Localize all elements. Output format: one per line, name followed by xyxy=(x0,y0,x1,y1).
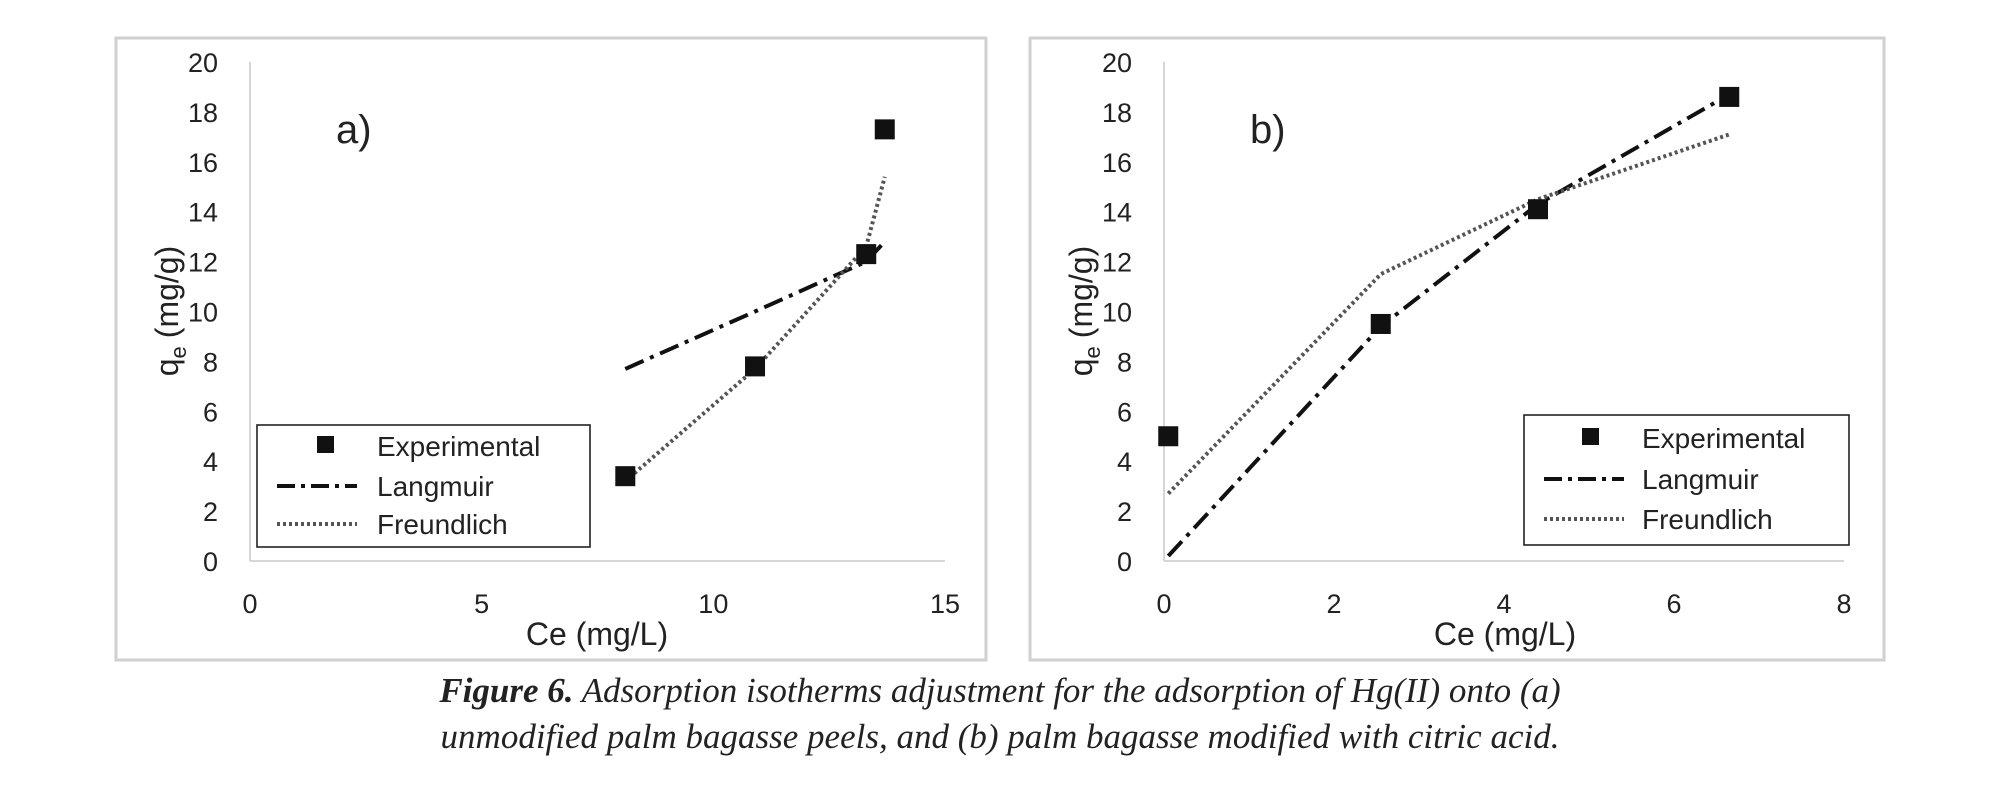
y-tick-label: 6 xyxy=(203,397,218,427)
y-tick-label: 14 xyxy=(188,198,218,228)
freundlich-fit-line-b xyxy=(1166,132,1730,495)
figure-caption-line-2: unmodified palm bagasse peels, and (b) p… xyxy=(0,716,2000,758)
experimental-point-b xyxy=(1528,199,1548,220)
y-axis-title-a: qe (mg/g) xyxy=(149,246,191,377)
panel-label-a: a) xyxy=(336,108,372,152)
y-tick-label: 2 xyxy=(1117,497,1132,527)
y-axis-title-sub-b: e xyxy=(1080,346,1105,358)
x-tick-label: 6 xyxy=(1666,589,1681,619)
tick-layer-a: 0 2 4 6 8 10 12 14 16 18 20 0 5 10 15 xyxy=(188,48,960,619)
legend-label-experimental-b: Experimental xyxy=(1642,423,1805,454)
legend-label-langmuir-b: Langmuir xyxy=(1642,464,1759,495)
y-tick-label: 4 xyxy=(203,447,218,477)
experimental-point-b xyxy=(1719,86,1740,107)
experimental-point-a xyxy=(874,119,895,140)
y-axis-title-unit-b: (mg/g) xyxy=(1063,246,1099,338)
y-tick-label: 0 xyxy=(1117,547,1132,577)
y-tick-label: 8 xyxy=(203,347,218,377)
x-tick-label: 0 xyxy=(242,589,257,619)
x-tick-label: 4 xyxy=(1496,589,1511,619)
y-tick-label: 14 xyxy=(1102,198,1132,228)
legend-label-freundlich-b: Freundlich xyxy=(1642,504,1773,535)
y-tick-label: 16 xyxy=(188,148,218,178)
chart-frame-b xyxy=(1028,36,1886,662)
legend-label-experimental-a: Experimental xyxy=(377,431,540,462)
y-axis-title-main-a: q xyxy=(149,358,185,376)
panel-label-b: b) xyxy=(1250,108,1286,152)
x-axis-title-a: Ce (mg/L) xyxy=(526,616,668,652)
x-tick-label: 0 xyxy=(1156,589,1171,619)
figure-caption-label: Figure 6. xyxy=(439,671,574,710)
y-tick-label: 0 xyxy=(203,547,218,577)
figure-caption-line-1: Figure 6. Adsorption isotherms adjustmen… xyxy=(0,670,2000,712)
y-tick-label: 18 xyxy=(188,98,218,128)
legend-label-freundlich-a: Freundlich xyxy=(377,509,508,540)
y-axis-title-main-b: q xyxy=(1063,358,1099,376)
chart-frame-a xyxy=(114,36,988,662)
x-tick-label: 2 xyxy=(1326,589,1341,619)
y-tick-label: 18 xyxy=(1102,98,1132,128)
y-axis-title-unit-a: (mg/g) xyxy=(149,246,185,338)
y-tick-label: 6 xyxy=(1117,397,1132,427)
figure-caption-text-2: unmodified palm bagasse peels, and (b) p… xyxy=(440,717,1560,756)
y-tick-label: 20 xyxy=(1102,48,1132,78)
x-tick-label: 8 xyxy=(1836,589,1851,619)
x-axis-title-b: Ce (mg/L) xyxy=(1434,616,1576,652)
experimental-point-a xyxy=(856,244,877,265)
legend-label-langmuir-a: Langmuir xyxy=(377,471,494,502)
y-tick-label: 12 xyxy=(1102,248,1132,278)
experimental-point-a xyxy=(615,466,636,487)
freundlich-fit-line-a xyxy=(623,176,887,483)
y-tick-label: 2 xyxy=(203,497,218,527)
y-tick-label: 10 xyxy=(188,298,218,328)
y-tick-label: 20 xyxy=(188,48,218,78)
legend-b: Experimental Langmuir Freundlich xyxy=(1523,414,1850,546)
y-tick-label: 12 xyxy=(188,248,218,278)
series-layer-b xyxy=(1158,86,1740,558)
chart-panel-b: b) Ce (mg/L) qe(mg/g) 024681012141618200… xyxy=(1028,36,1886,662)
langmuir-fit-line-b xyxy=(1166,92,1731,558)
y-axis-title-b: qe (mg/g) xyxy=(1063,246,1105,377)
series-layer-a xyxy=(615,119,895,487)
experimental-point-b xyxy=(1158,426,1179,447)
experimental-point-b xyxy=(1370,313,1391,334)
x-tick-label: 15 xyxy=(930,589,960,619)
y-tick-label: 10 xyxy=(1102,298,1132,328)
y-axis-title-sub-a: e xyxy=(166,346,191,358)
tick-layer-b: 0 2 4 6 8 10 12 14 16 18 20 0 2 4 6 8 xyxy=(1102,48,1852,619)
x-tick-label: 10 xyxy=(698,589,728,619)
legend-a: Experimental Langmuir Freundlich xyxy=(256,424,591,548)
experimental-point-a xyxy=(745,356,766,377)
y-tick-label: 8 xyxy=(1117,347,1132,377)
legend-marker-experimental-a xyxy=(317,436,334,453)
figure-caption-text-1: Adsorption isotherms adjustment for the … xyxy=(581,671,1561,710)
y-tick-label: 16 xyxy=(1102,148,1132,178)
chart-panel-a: a) Ce (mg/L) qe(mg/g) 024681012141618200… xyxy=(114,36,988,662)
x-tick-label: 5 xyxy=(474,589,489,619)
legend-marker-experimental-b xyxy=(1582,428,1599,445)
y-tick-label: 4 xyxy=(1117,447,1132,477)
